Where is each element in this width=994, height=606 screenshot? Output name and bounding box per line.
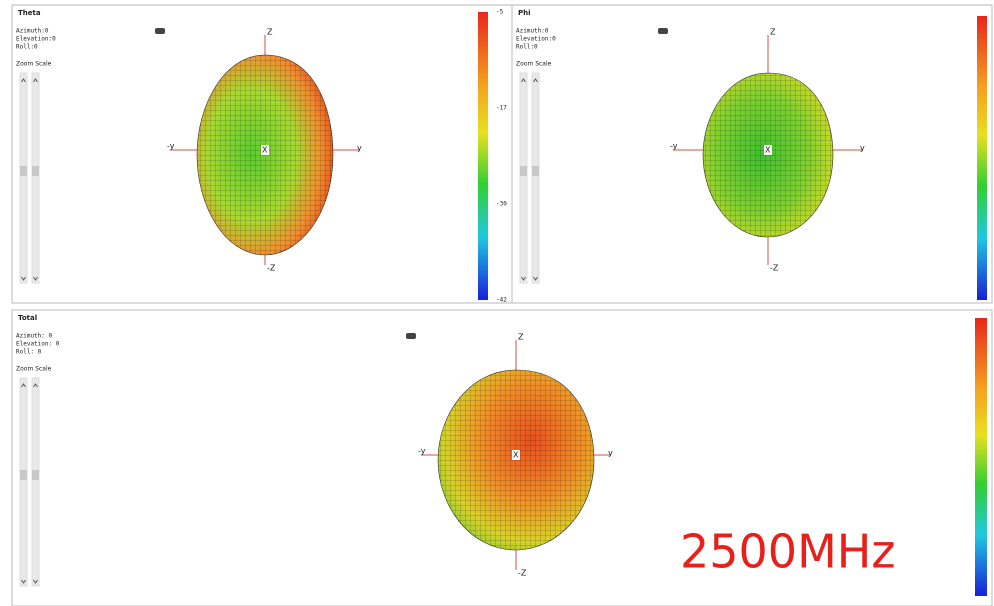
- camera-icon: [658, 28, 668, 34]
- scale-label: -17: [496, 105, 507, 112]
- camera-icon: [406, 333, 416, 339]
- view-roll: Roll:0: [516, 44, 538, 51]
- axis-label-neg-z: -Z: [267, 264, 276, 273]
- axis-label-z: Z: [518, 333, 524, 342]
- color-scale: [977, 16, 987, 300]
- camera-icon: [155, 28, 165, 34]
- slider-thumb[interactable]: [520, 166, 527, 176]
- axis-label-z: Z: [267, 28, 273, 37]
- panel-title: Total: [18, 314, 37, 322]
- slider-thumb[interactable]: [20, 470, 27, 480]
- axis-label-x: X: [262, 146, 268, 155]
- zoom-scale-label: Zoom Scale: [16, 366, 52, 373]
- axis-label-neg-y: -y: [167, 142, 175, 151]
- view-azimuth: Azimuth:0: [16, 28, 49, 35]
- slider-track[interactable]: [20, 73, 27, 283]
- slider-track[interactable]: [520, 73, 527, 283]
- slider-thumb[interactable]: [32, 166, 39, 176]
- axis-label-z: Z: [770, 28, 776, 37]
- view-azimuth: Azimuth: 0: [16, 333, 53, 340]
- axis-label-y: y: [357, 144, 362, 153]
- slider-thumb[interactable]: [20, 166, 27, 176]
- panel-title: Phi: [518, 9, 531, 17]
- view-elevation: Elevation:0: [16, 36, 56, 43]
- view-azimuth: Azimuth:0: [516, 28, 549, 35]
- axis-label-y: y: [860, 144, 865, 153]
- view-roll: Roll: 0: [16, 349, 42, 356]
- zoom-scale-label: Zoom Scale: [16, 61, 52, 68]
- antenna-pattern-viewer: ThetaAzimuth:0Elevation:0Roll:0Zoom Scal…: [0, 0, 994, 606]
- axis-label-neg-y: -y: [418, 447, 426, 456]
- slider-track[interactable]: [532, 73, 539, 283]
- zoom-scale-label: Zoom Scale: [516, 61, 552, 68]
- scale-label: -5: [496, 9, 504, 16]
- slider-track[interactable]: [32, 378, 39, 586]
- axis-label-y: y: [608, 449, 613, 458]
- frequency-label: 2500MHz: [680, 525, 896, 579]
- axis-label-neg-z: -Z: [518, 569, 527, 578]
- axis-label-neg-y: -y: [670, 142, 678, 151]
- view-elevation: Elevation: 0: [16, 341, 60, 348]
- scale-label: -30: [496, 201, 507, 208]
- slider-thumb[interactable]: [532, 166, 539, 176]
- panel-title: Theta: [18, 9, 41, 17]
- axis-label-x: X: [765, 146, 771, 155]
- axis-label-x: X: [513, 451, 519, 460]
- axis-label-neg-z: -Z: [770, 264, 779, 273]
- slider-thumb[interactable]: [32, 470, 39, 480]
- color-scale: [478, 12, 488, 300]
- color-scale: [975, 318, 987, 596]
- view-elevation: Elevation:0: [516, 36, 556, 43]
- slider-track[interactable]: [32, 73, 39, 283]
- view-roll: Roll:0: [16, 44, 38, 51]
- scale-label: -42: [496, 297, 507, 304]
- slider-track[interactable]: [20, 378, 27, 586]
